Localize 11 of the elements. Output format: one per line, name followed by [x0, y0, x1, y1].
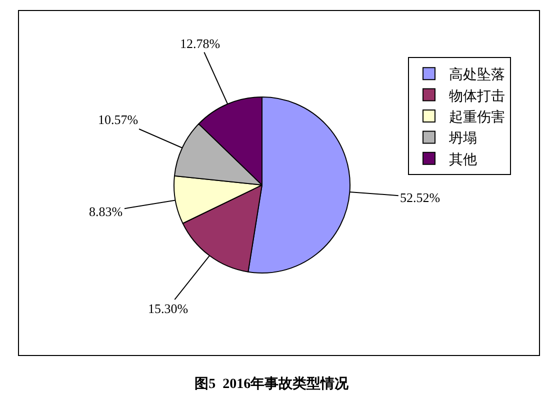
text: 图5 2016年事故类型情况 — [194, 376, 350, 392]
legend-label: 其他 — [449, 150, 477, 167]
data-label: 12.78% — [180, 36, 220, 51]
legend-label: 物体打击 — [449, 87, 505, 104]
data-label: 15.30% — [148, 301, 188, 316]
legend-label: 坍塌 — [448, 130, 477, 146]
data-label: 52.52% — [400, 190, 440, 205]
legend-label: 高处坠落 — [449, 66, 505, 82]
legend-label: 起重伤害 — [449, 108, 505, 124]
data-label: 10.57% — [98, 112, 138, 127]
data-label: 8.83% — [89, 204, 123, 219]
